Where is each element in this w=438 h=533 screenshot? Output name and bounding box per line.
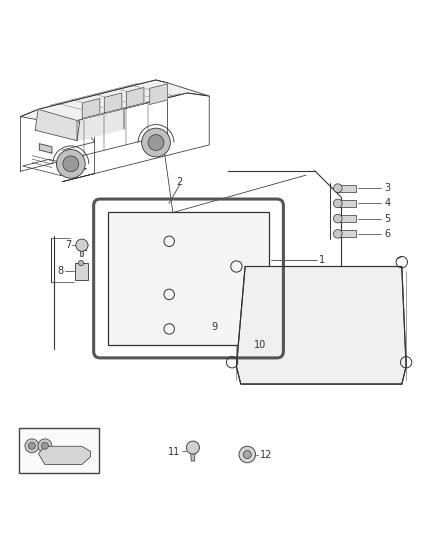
Circle shape	[141, 128, 170, 157]
Text: 6: 6	[385, 229, 391, 239]
Circle shape	[244, 450, 251, 458]
Text: 5: 5	[385, 214, 391, 224]
Circle shape	[239, 446, 255, 463]
Polygon shape	[39, 144, 52, 153]
Polygon shape	[35, 109, 77, 141]
Circle shape	[333, 184, 342, 192]
Polygon shape	[191, 452, 195, 461]
Bar	[74, 263, 88, 279]
Circle shape	[38, 439, 52, 453]
Text: 11: 11	[169, 447, 181, 457]
Circle shape	[63, 156, 79, 172]
Text: 10: 10	[254, 340, 266, 350]
Bar	[336, 215, 356, 222]
Circle shape	[333, 230, 342, 238]
Circle shape	[42, 442, 48, 449]
Circle shape	[148, 135, 164, 150]
Circle shape	[78, 261, 84, 265]
Text: 9: 9	[212, 321, 218, 332]
Text: 3: 3	[385, 183, 391, 193]
Bar	[108, 212, 269, 345]
Polygon shape	[237, 266, 406, 384]
Circle shape	[76, 239, 88, 251]
Bar	[336, 184, 356, 192]
Bar	[336, 230, 356, 237]
Circle shape	[25, 439, 39, 453]
Polygon shape	[104, 93, 122, 113]
Text: 1: 1	[319, 255, 325, 265]
Circle shape	[186, 441, 199, 454]
Polygon shape	[21, 80, 209, 124]
Circle shape	[333, 214, 342, 223]
Polygon shape	[126, 87, 144, 108]
Text: 7: 7	[65, 240, 71, 250]
Polygon shape	[77, 109, 124, 141]
Polygon shape	[39, 446, 91, 465]
Circle shape	[333, 199, 342, 208]
Bar	[336, 200, 356, 207]
Polygon shape	[80, 249, 84, 256]
Text: 2: 2	[177, 176, 183, 187]
Polygon shape	[150, 84, 167, 104]
Circle shape	[57, 149, 85, 178]
Text: 12: 12	[259, 449, 272, 459]
Circle shape	[28, 442, 35, 449]
Polygon shape	[82, 99, 100, 118]
Text: 4: 4	[385, 198, 391, 208]
Bar	[19, 427, 99, 473]
Text: 8: 8	[57, 266, 64, 276]
